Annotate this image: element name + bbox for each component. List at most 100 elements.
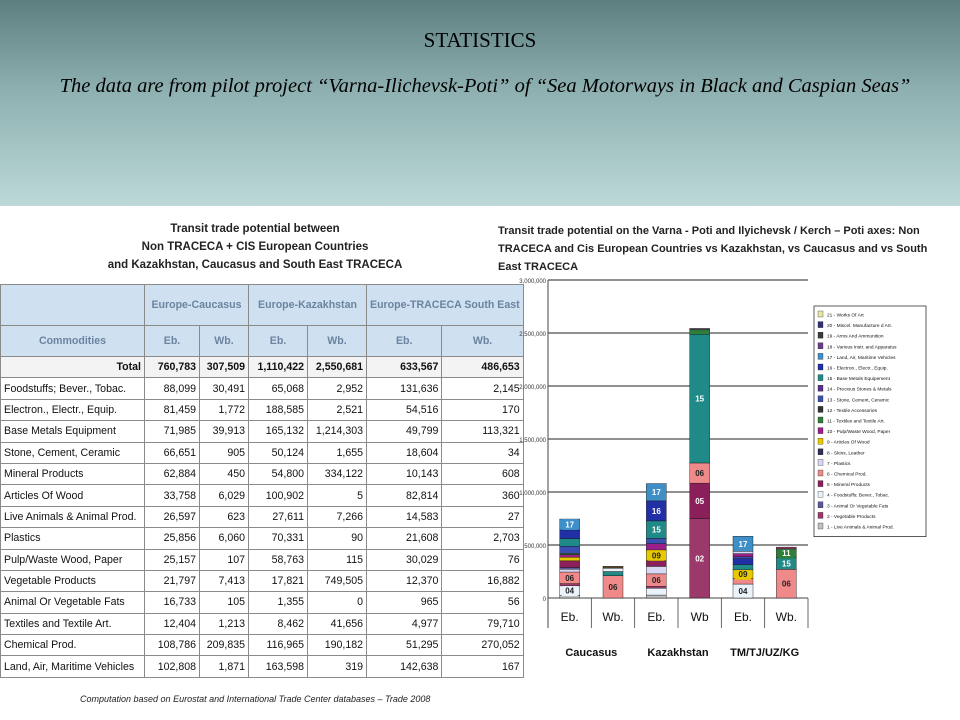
bar-segment [646, 586, 667, 589]
y-tick-label: 3,000,000 [519, 279, 546, 285]
commodity-name: Total [0, 355, 145, 379]
value-cell: 2,703 [441, 527, 524, 550]
value-cell: 14,583 [365, 505, 443, 529]
y-tick-label: 1,000,000 [519, 491, 546, 497]
bar-segment [646, 543, 667, 551]
value-cell: 209,835 [199, 634, 249, 657]
value-cell: 5 [307, 484, 367, 507]
value-cell: 21,608 [365, 527, 443, 550]
legend-swatch [817, 321, 824, 328]
value-cell: 50,124 [248, 441, 308, 464]
segment-label: 15 [695, 395, 704, 404]
legend-swatch [817, 395, 824, 402]
value-cell: 100,902 [248, 484, 308, 507]
value-cell: 1,871 [199, 655, 249, 678]
value-cell: 82,814 [365, 484, 443, 507]
segment-label-bg [735, 538, 751, 550]
table-row: Electron., Electr., Equip. 81,459 1,772 188… [0, 398, 524, 422]
subheader: Eb. [144, 325, 200, 357]
value-cell: 270,052 [441, 634, 524, 657]
bar-segment [646, 594, 667, 599]
value-cell: 1,355 [248, 591, 308, 614]
legend-swatch [817, 438, 824, 445]
header-banner: STATISTICS The data are from pilot proje… [0, 0, 960, 206]
bar-segment [689, 329, 710, 335]
legend-label: 10 - Pulp/Waste Wood, Paper [827, 429, 891, 435]
value-cell: 33,758 [144, 484, 200, 507]
segment-label-bg [648, 524, 665, 536]
bar-segment [559, 583, 580, 587]
value-cell: 39,913 [199, 420, 249, 443]
legend-swatch [817, 512, 824, 519]
legend-label: 9 - Articles Of Wood [827, 440, 870, 446]
bar-segment [559, 538, 580, 547]
segment-label-bg [735, 585, 751, 597]
legend-label: 4 - Foodstuffs; Bever., Tobac. [827, 493, 889, 499]
legend-swatch [817, 491, 824, 498]
segment-label-bg [778, 547, 795, 559]
legend-label: 1 - Live Animals & Animal Prod. [827, 525, 894, 531]
table-row: Plastics 25,856 6,060 70,331 90 21,608 2,703 [0, 527, 524, 550]
table-title: Transit trade potential between Non TRAC… [100, 220, 410, 274]
value-cell: 167 [441, 655, 524, 678]
value-cell: 486,653 [441, 355, 524, 379]
legend-label: 5 - Mineral Products [827, 482, 871, 488]
value-cell: 450 [199, 462, 249, 486]
value-cell: 1,110,422 [248, 355, 308, 379]
value-cell: 27,611 [248, 505, 308, 529]
value-cell: 6,029 [199, 484, 249, 507]
segment-label-bg [691, 393, 708, 405]
value-cell: 30,029 [365, 548, 443, 571]
bar-segment [732, 564, 754, 571]
value-cell: 115 [307, 548, 367, 571]
y-tick-label: 2,500,000 [519, 332, 546, 338]
x-tick-label: Wb. [776, 610, 797, 624]
value-cell: 12,404 [144, 612, 200, 636]
legend-swatch [817, 342, 824, 349]
segment-label: 06 [609, 583, 618, 592]
segment-label-bg [735, 568, 751, 580]
bar-segment [732, 553, 754, 558]
value-cell: 1,772 [199, 398, 249, 422]
value-cell: 4,977 [365, 612, 443, 636]
legend-swatch [817, 374, 824, 381]
legend-label: 17 - Land, Air, Maritime Vehicles [827, 355, 896, 361]
segment-label-bg [648, 549, 665, 561]
legend-swatch [817, 459, 824, 466]
value-cell: 760,783 [144, 355, 200, 379]
segment-label: 16 [652, 507, 661, 516]
value-cell: 71,985 [144, 420, 200, 443]
segment-label-bg [691, 552, 708, 564]
group-header: Europe-TRACECA South East [366, 284, 524, 326]
segment-label: 06 [652, 576, 661, 585]
segment-label: 06 [695, 469, 704, 478]
value-cell: 188,585 [248, 398, 308, 422]
segment-label: 17 [652, 488, 661, 497]
group-label: TM/TJ/UZ/KG [730, 647, 799, 659]
segment-label-bg [778, 557, 795, 569]
value-cell: 16,733 [144, 591, 200, 614]
table-row: Land, Air, Maritime Vehicles 102,808 1,871… [0, 655, 524, 678]
table-row: Chemical Prod. 108,786 209,835 116,965 190,1… [0, 634, 524, 657]
table-source-note: Computation based on Eurostat and Intern… [80, 694, 431, 704]
segment-label: 11 [782, 549, 791, 558]
bar-segment [602, 568, 624, 572]
commodity-name: Live Animals & Animal Prod. [0, 505, 145, 529]
segment-label: 05 [695, 497, 704, 506]
legend-label: 14 - Precious Stones & Metals [827, 387, 892, 393]
bar-segment [776, 546, 797, 550]
legend-label: 20 - Miscel. Manufacture d Art. [827, 323, 892, 329]
value-cell: 965 [365, 591, 443, 614]
group-label: Caucasus [565, 647, 617, 659]
commodity-name: Stone, Cement, Ceramic [0, 441, 145, 464]
segment-label-bg [561, 585, 578, 597]
value-cell: 6,060 [199, 527, 249, 550]
legend-label: 11 - Textiles and Textile Art. [827, 419, 885, 425]
legend-swatch [817, 501, 824, 508]
segment-label-bg [605, 581, 621, 593]
commodity-name: Plastics [0, 527, 145, 550]
value-cell: 1,655 [307, 441, 367, 464]
segment-label: 02 [695, 554, 704, 563]
legend-label: 3 - Animal Or Vegetable Fats [827, 503, 889, 509]
legend-swatch [817, 363, 824, 371]
